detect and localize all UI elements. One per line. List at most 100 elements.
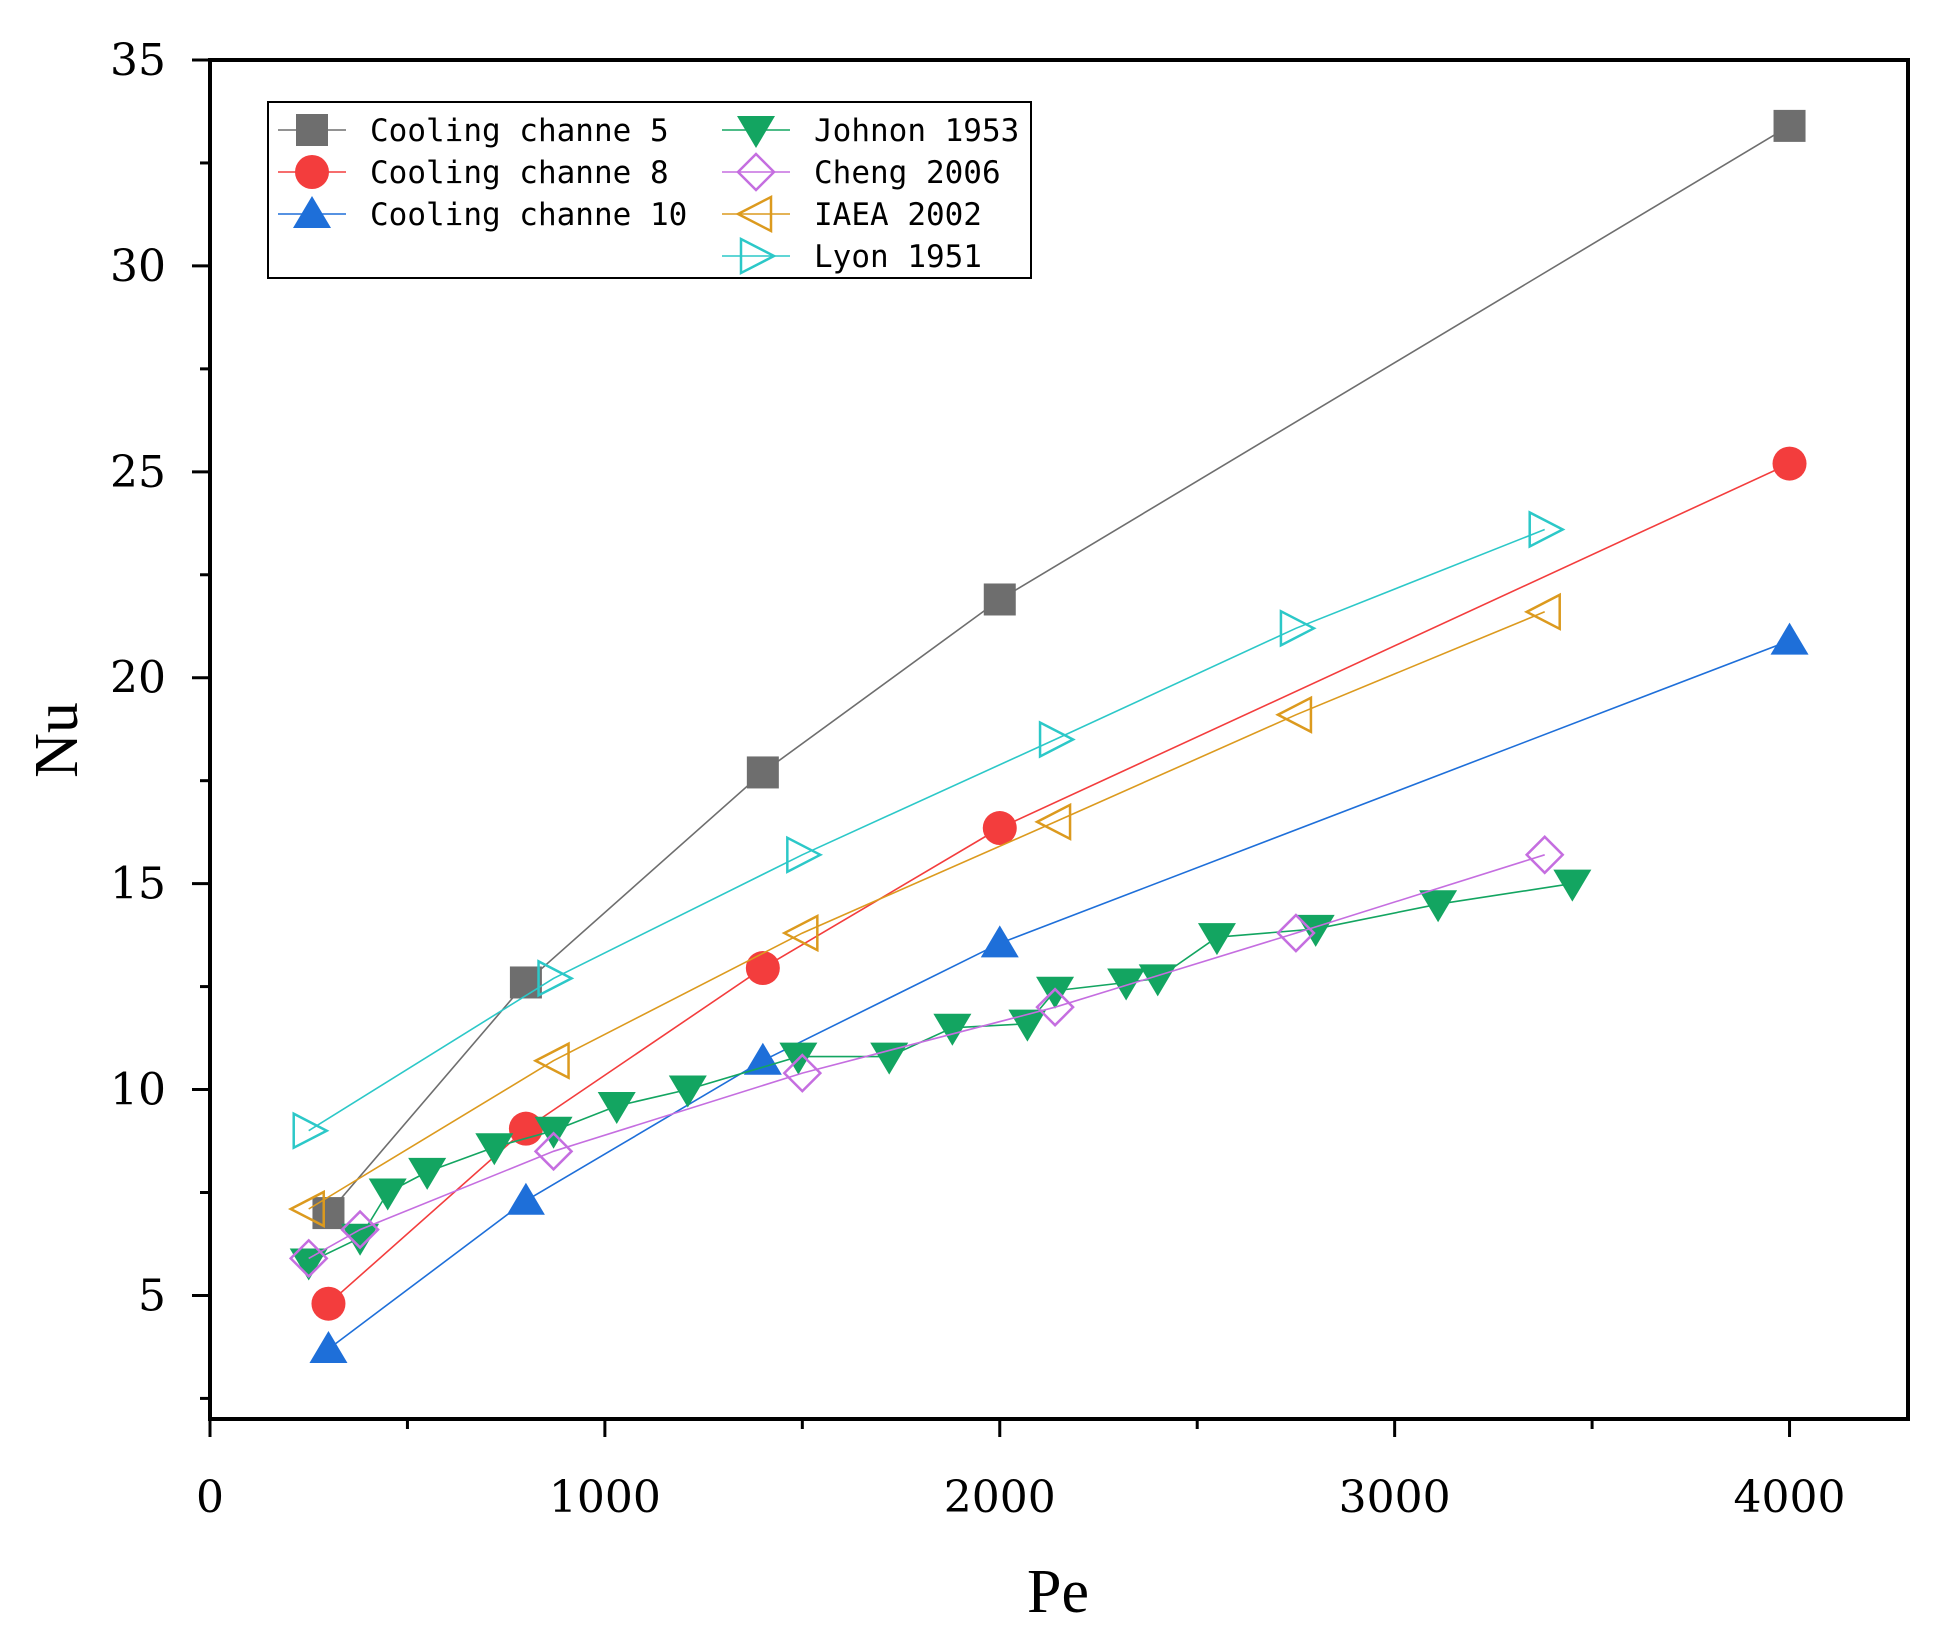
series-7 — [292, 510, 1566, 1150]
data-point — [668, 1075, 707, 1108]
data-point — [509, 966, 542, 999]
data-point — [312, 1197, 345, 1230]
data-point — [1279, 609, 1317, 648]
data-point — [292, 1111, 330, 1150]
data-point — [537, 959, 575, 998]
data-point — [983, 583, 1016, 616]
data-point — [1528, 510, 1566, 549]
data-point — [982, 811, 1017, 846]
data-point — [311, 1286, 346, 1321]
data-point — [786, 835, 824, 874]
y-tick-label: 10 — [110, 1065, 166, 1116]
legend-entry: IAEA 2002 — [722, 194, 982, 234]
legend-entry: Cooling channe 5 — [278, 113, 669, 149]
legend-label: IAEA 2002 — [814, 197, 982, 233]
data-point — [1553, 869, 1592, 902]
legend-marker — [296, 114, 328, 146]
x-tick-label: 4000 — [1734, 1472, 1846, 1523]
data-point — [746, 756, 779, 789]
data-point — [1197, 923, 1236, 956]
legend-label: Cooling channe 10 — [370, 197, 687, 233]
legend-marker — [737, 116, 775, 148]
legend-marker — [739, 236, 777, 276]
plot-frame — [208, 58, 1910, 1421]
legend-box — [267, 101, 1032, 279]
series-line — [308, 611, 1546, 1210]
data-point — [475, 1133, 514, 1166]
data-point — [870, 1042, 909, 1075]
data-point — [1276, 913, 1316, 953]
data-point — [743, 1042, 782, 1075]
series-line — [308, 528, 1545, 1132]
legend-label: Cheng 2006 — [814, 155, 1001, 191]
series-line — [308, 882, 1573, 1264]
data-point — [980, 925, 1019, 958]
data-point — [1296, 914, 1335, 947]
series-4 — [289, 869, 1592, 1281]
y-tick-label: 25 — [110, 447, 166, 498]
legend-marker — [293, 196, 331, 228]
data-point — [1035, 987, 1075, 1027]
data-point — [289, 1248, 328, 1281]
y-tick-label: 35 — [110, 35, 166, 86]
series-5 — [288, 835, 1565, 1279]
x-tick-label: 2000 — [944, 1472, 1056, 1523]
series-3 — [309, 622, 1809, 1363]
data-point — [1524, 835, 1565, 875]
series-6 — [287, 592, 1561, 1229]
data-point — [1772, 446, 1807, 481]
data-point — [309, 1330, 348, 1363]
series-line — [308, 854, 1545, 1260]
data-point — [340, 1209, 380, 1250]
data-point — [933, 1013, 972, 1046]
data-point — [781, 914, 819, 953]
legend-label: Cooling channe 5 — [370, 113, 669, 149]
y-tick-label: 5 — [138, 1270, 166, 1321]
legend-marker — [736, 152, 776, 192]
data-point — [1034, 802, 1072, 841]
y-tick-label: 20 — [110, 653, 166, 704]
data-point — [1770, 622, 1809, 655]
legend-label: Cooling channe 8 — [370, 155, 669, 191]
data-point — [597, 1092, 636, 1125]
x-tick-label: 1000 — [549, 1472, 661, 1523]
legend-label: Lyon 1951 — [814, 239, 982, 275]
legend: Cooling channe 5 Cooling channe 8 Cooling … — [267, 101, 1032, 279]
marks-layer — [287, 109, 1809, 1363]
y-tick-label: 15 — [110, 859, 166, 910]
x-tick-label: 3000 — [1339, 1472, 1451, 1523]
x-tick-label: 0 — [196, 1472, 224, 1523]
legend-entry: Johnon 1953 — [722, 113, 1019, 149]
legend-entry: Cooling channe 10 — [278, 196, 687, 233]
data-point — [1419, 890, 1458, 923]
data-point — [287, 1189, 325, 1229]
y-axis-title: Nu — [23, 702, 91, 778]
legend-entry: Cooling channe 8 — [278, 155, 669, 191]
axes-layer: 0 1000 2000 3000 4000 5 10 15 20 25 30 35 — [110, 35, 1846, 1523]
data-point — [408, 1157, 447, 1190]
data-point — [1107, 968, 1146, 1001]
y-tick-label: 30 — [110, 241, 166, 292]
legend-marker — [735, 194, 773, 234]
legend-label: Johnon 1953 — [814, 113, 1019, 149]
data-point — [368, 1178, 407, 1211]
data-point — [341, 1223, 380, 1256]
data-point — [508, 1111, 543, 1146]
data-point — [782, 1053, 823, 1093]
data-point — [1773, 109, 1806, 142]
legend-entry: Lyon 1951 — [722, 236, 982, 276]
data-point — [1523, 592, 1561, 631]
series-2 — [311, 446, 1807, 1321]
data-point — [533, 1131, 574, 1172]
data-point — [288, 1238, 329, 1279]
x-axis-title: Pe — [1027, 1558, 1089, 1626]
data-point — [1038, 720, 1076, 759]
data-point — [1036, 976, 1075, 1009]
data-point — [745, 951, 780, 986]
data-point — [532, 1041, 570, 1080]
data-point — [1275, 695, 1313, 734]
series-1 — [312, 109, 1806, 1230]
legend-marker — [295, 155, 329, 189]
